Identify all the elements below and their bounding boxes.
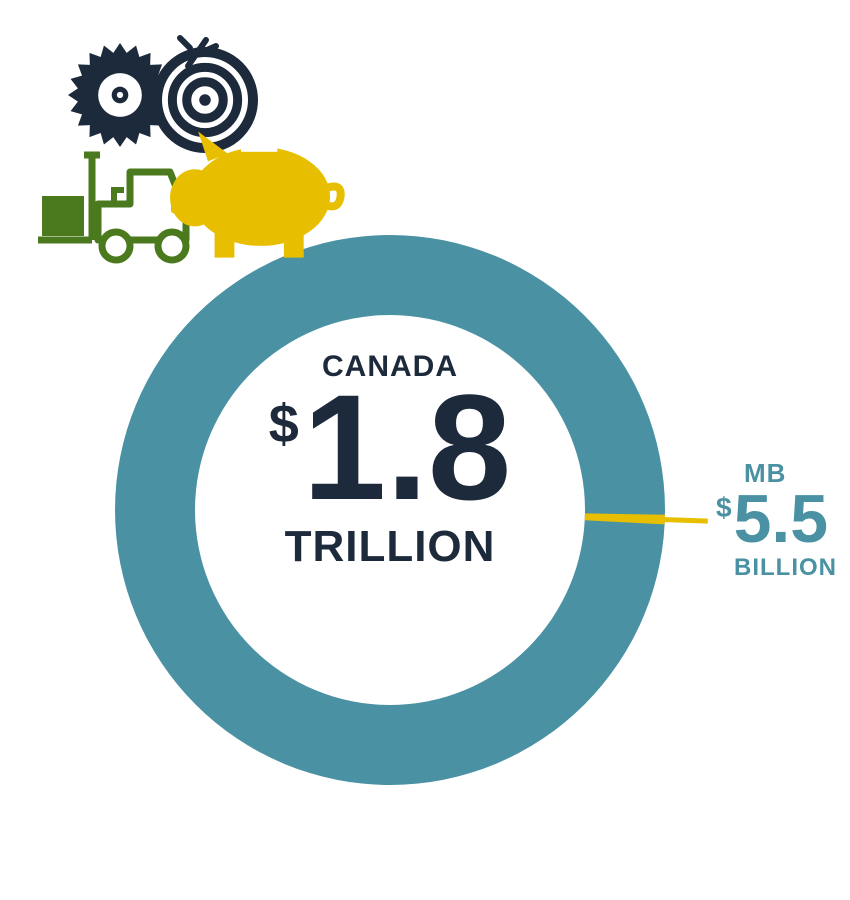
log-icon bbox=[157, 38, 253, 148]
center-value: 1.8 bbox=[303, 384, 512, 512]
center-value-block: CANADA $ 1.8 TRILLION bbox=[210, 350, 570, 572]
side-unit: BILLION bbox=[716, 554, 837, 582]
side-value-block: MB $ 5.5 BILLION bbox=[716, 458, 837, 582]
center-currency: $ bbox=[269, 402, 299, 448]
side-value-row: $ 5.5 bbox=[716, 489, 837, 550]
side-currency: $ bbox=[716, 495, 732, 520]
center-unit: TRILLION bbox=[210, 522, 570, 572]
side-value: 5.5 bbox=[734, 489, 829, 550]
forklift-icon bbox=[38, 155, 186, 260]
infographic-stage: CANADA $ 1.8 TRILLION MB $ 5.5 BILLION bbox=[0, 0, 850, 900]
center-value-row: $ 1.8 bbox=[210, 384, 570, 512]
